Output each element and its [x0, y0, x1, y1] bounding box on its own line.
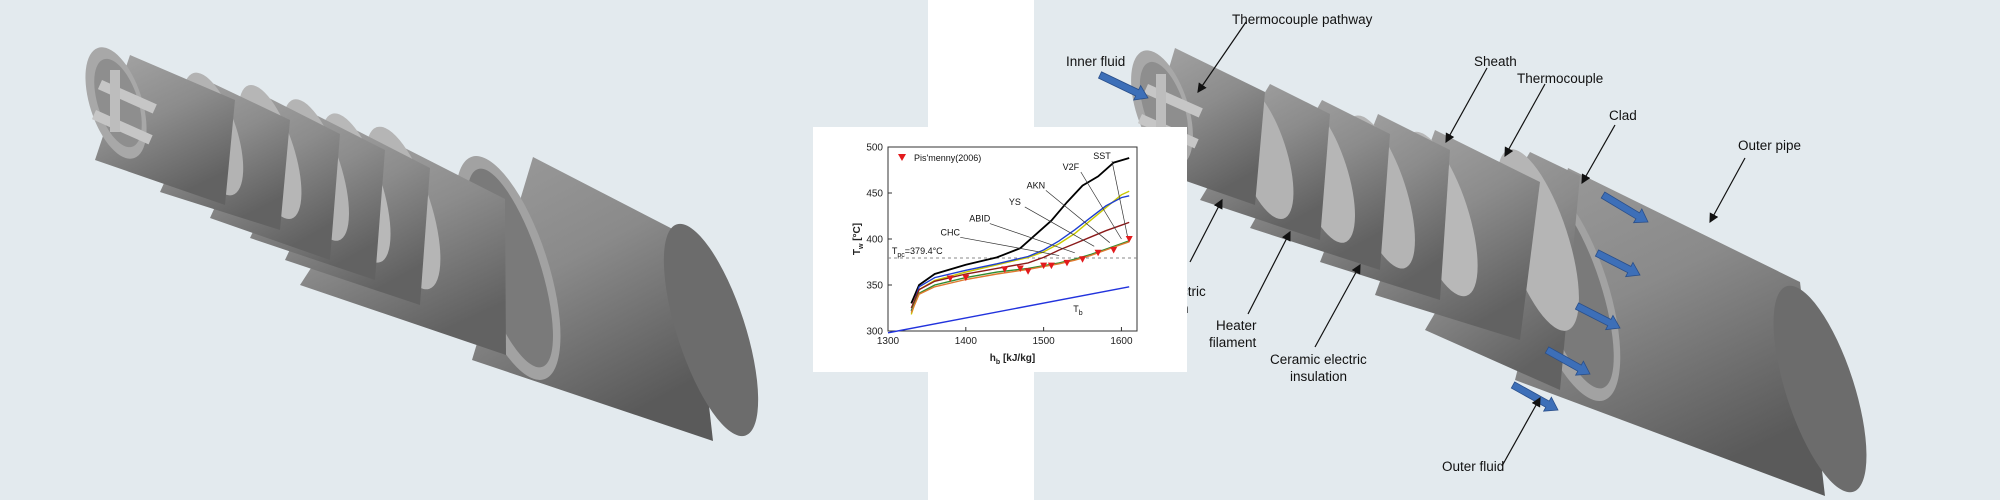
legend-marker: [898, 154, 906, 161]
label-outer-fluid: Outer fluid: [1442, 459, 1504, 474]
left-step-1: [85, 47, 235, 205]
curve-label-abid: ABID: [969, 214, 991, 224]
tpc-label: Tpc=379.4°C: [892, 246, 943, 259]
outer-flow-arrow-1: [1600, 191, 1649, 224]
right-cylinder-render: [1097, 48, 1867, 496]
chart-panel: 1300 1400 1500 1600 300 350 400 450 500 hb [kJ/kg…: [813, 127, 1187, 372]
curve-label-sst: SST: [1093, 151, 1111, 161]
series-line-v2f: [910, 190, 1130, 315]
curve-label-v2f: V2F: [1063, 162, 1080, 172]
data-point: [962, 274, 970, 282]
outer-flow-arrow-2: [1594, 249, 1641, 278]
y-tick-label: 400: [866, 235, 883, 246]
data-point: [1125, 236, 1133, 243]
data-point: [1016, 265, 1024, 272]
label-sheath: Sheath: [1474, 54, 1517, 69]
data-point: [1079, 256, 1087, 263]
label-heater: Heater: [1216, 318, 1257, 333]
curve-label-ys: YS: [1009, 197, 1021, 207]
inner-fluid-arrow: [1097, 71, 1149, 101]
label-filament: filament: [1209, 335, 1257, 350]
annotations: Thermocouple pathway Inner fluid Sheath …: [1066, 12, 1801, 474]
chart: 1300 1400 1500 1600 300 350 400 450 500 hb [kJ/kg…: [852, 143, 1138, 366]
outer-flow-arrow-3: [1574, 302, 1621, 331]
curve-leader-v2f: [1080, 171, 1122, 240]
data-point: [1094, 249, 1102, 257]
curve-label-chc: CHC: [941, 227, 961, 237]
curve-leader-ys: [1024, 206, 1095, 247]
series-line-ys: [910, 221, 1130, 309]
label-inner-fluid: Inner fluid: [1066, 54, 1125, 69]
data-point: [1040, 262, 1048, 270]
outer-flow-arrow-4: [1544, 346, 1591, 376]
y-tick-label: 300: [866, 327, 883, 338]
legend-label: Pis'menny(2006): [914, 153, 981, 163]
series-line-sst: [910, 157, 1130, 304]
curve-leader-sst: [1111, 160, 1129, 238]
data-point: [1063, 259, 1071, 267]
curve-leader-abid: [989, 223, 1075, 254]
data-point: [946, 275, 954, 283]
flow-arrows: [1097, 71, 1649, 412]
data-point: [1024, 268, 1032, 275]
outer-flow-arrow-5: [1510, 381, 1559, 412]
y-tick-label: 450: [866, 189, 883, 200]
label-insulation: insulation: [1290, 369, 1347, 384]
data-point: [1110, 247, 1118, 254]
series-line-akn: [910, 195, 1130, 312]
x-tick-label: 1400: [955, 336, 978, 347]
x-tick-label: 1500: [1033, 336, 1056, 347]
curve-leader-akn: [1045, 190, 1110, 243]
x-tick-label: 1300: [877, 336, 900, 347]
x-axis-label: hb [kJ/kg]: [990, 353, 1035, 366]
label-clad: Clad: [1609, 108, 1637, 123]
data-point: [1001, 266, 1009, 273]
leader-lines: [1189, 21, 1746, 467]
label-electric-partial: ctric: [1181, 284, 1206, 299]
label-thermocouple: Thermocouple: [1517, 71, 1603, 86]
data-point: [1047, 262, 1055, 270]
tb-label: Tb: [1073, 304, 1083, 317]
label-outer-pipe: Outer pipe: [1738, 138, 1801, 153]
x-tick-label: 1600: [1110, 336, 1133, 347]
y-tick-label: 350: [866, 281, 883, 292]
left-cylinder-render: [85, 47, 759, 441]
label-thermocouple-pathway: Thermocouple pathway: [1232, 12, 1373, 27]
series-line-tb: [887, 286, 1130, 334]
curve-leader-chc: [960, 236, 1060, 256]
legend: Pis'menny(2006): [898, 153, 981, 163]
label-ceramic: Ceramic electric: [1270, 352, 1367, 367]
y-tick-label: 500: [866, 143, 883, 154]
curve-label-akn: AKN: [1027, 180, 1046, 190]
